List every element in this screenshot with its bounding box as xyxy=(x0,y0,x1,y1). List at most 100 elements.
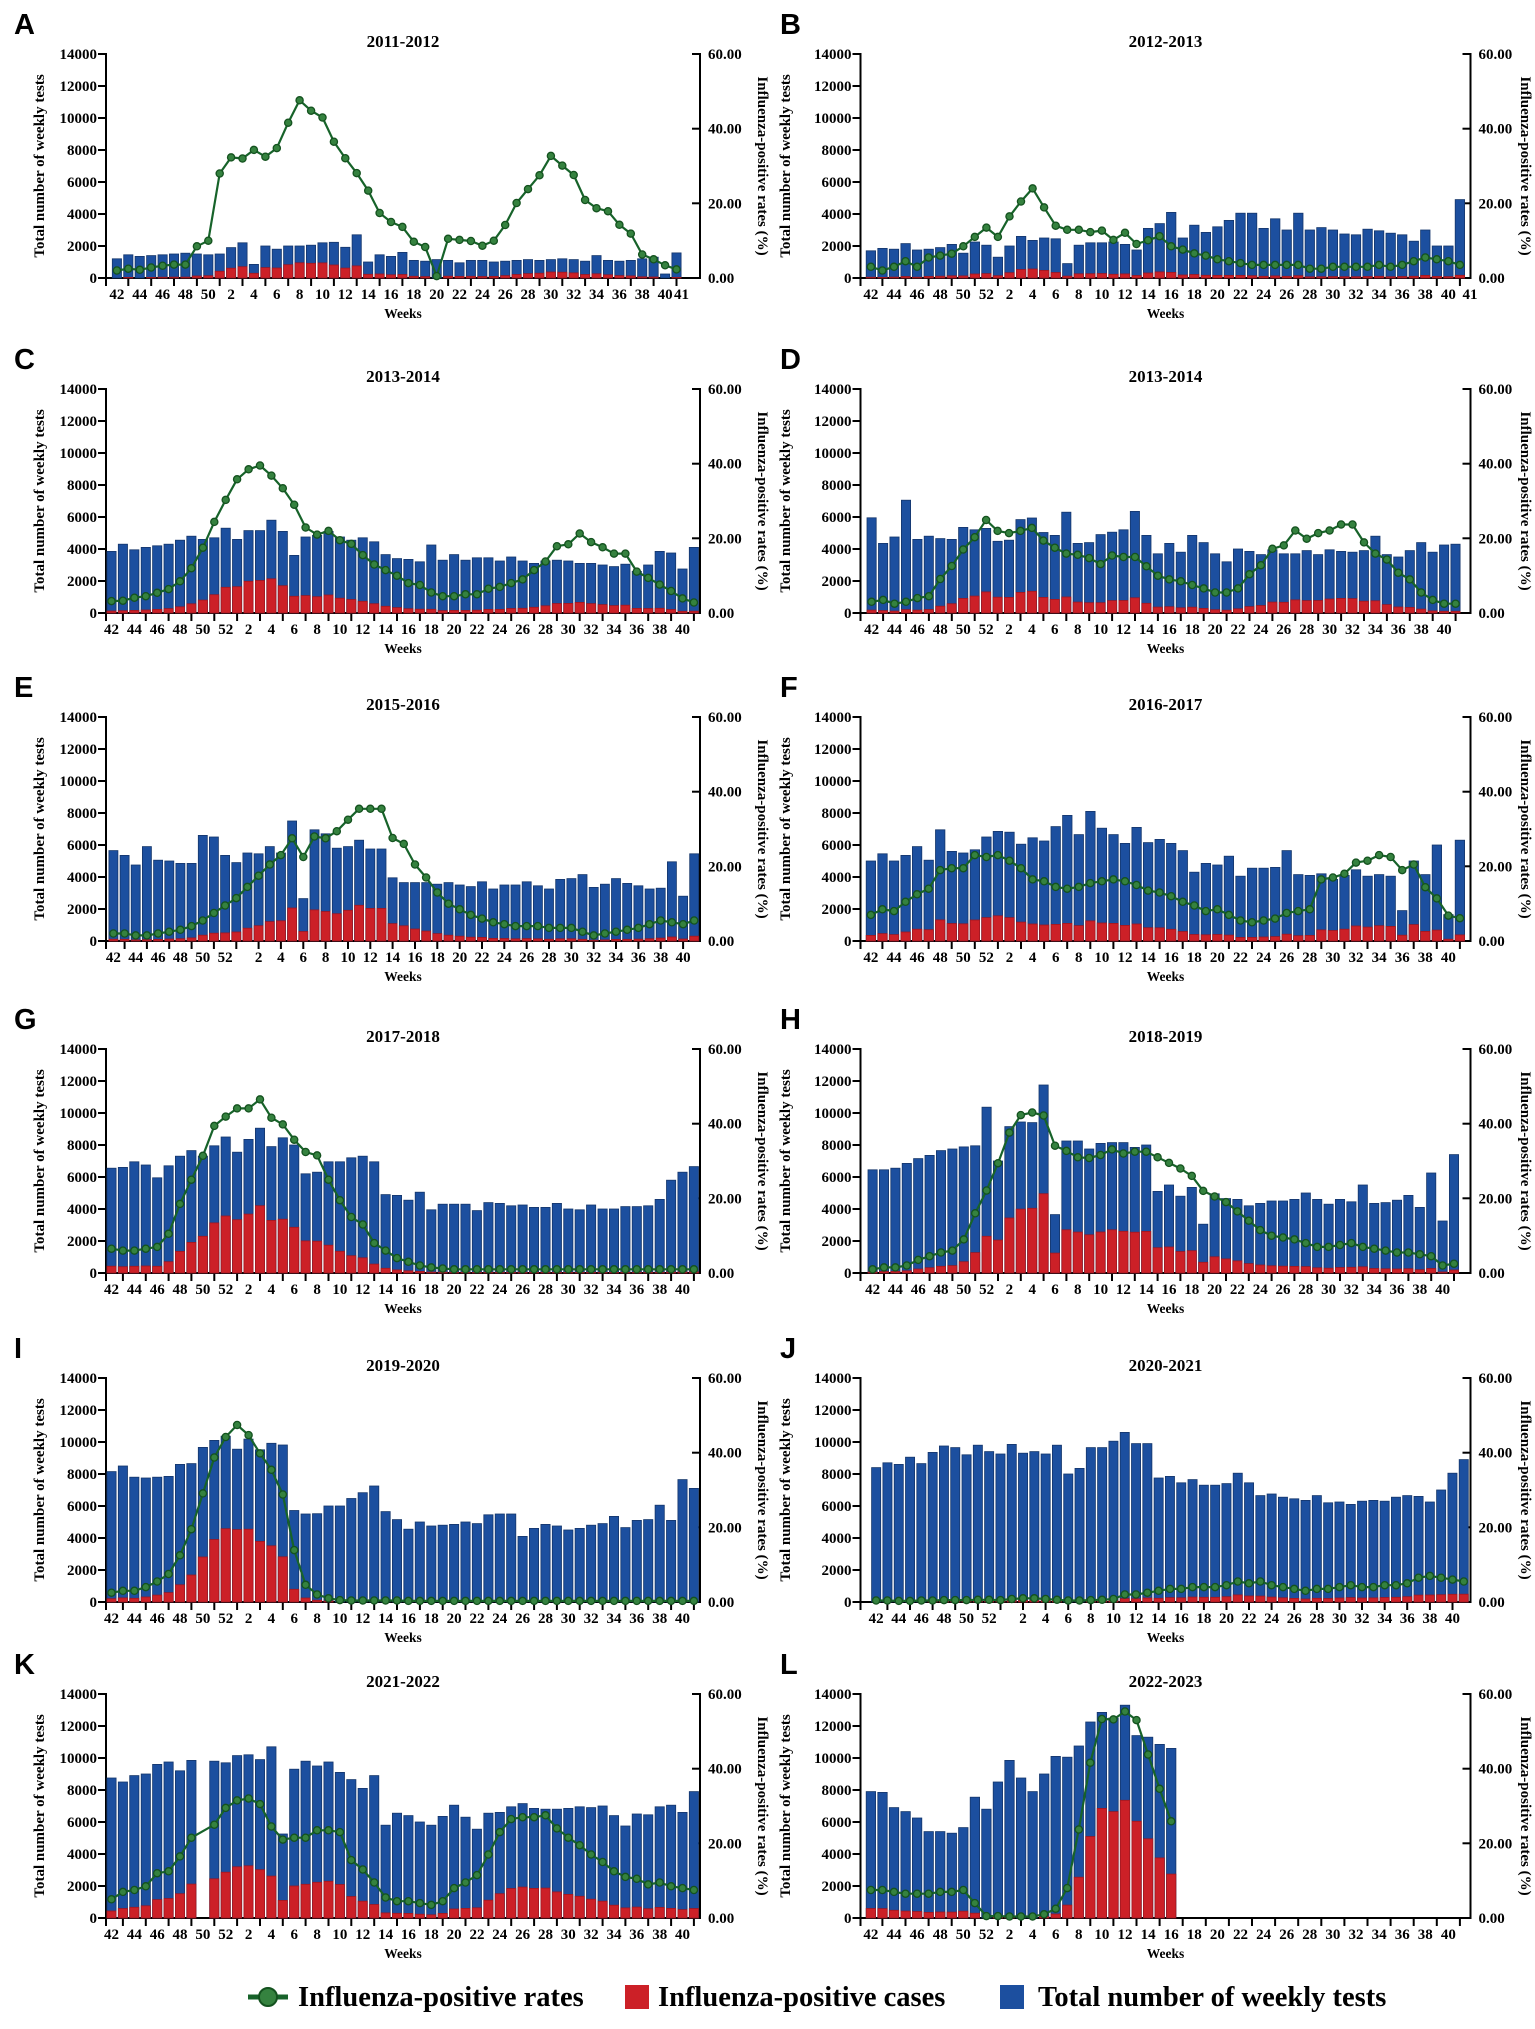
svg-text:2000: 2000 xyxy=(67,1563,97,1579)
svg-text:46: 46 xyxy=(150,1927,166,1943)
svg-text:22: 22 xyxy=(1230,1282,1245,1298)
svg-text:14: 14 xyxy=(1141,950,1157,966)
svg-text:12: 12 xyxy=(1116,1282,1131,1298)
svg-text:Weeks: Weeks xyxy=(1147,969,1185,984)
svg-text:2: 2 xyxy=(245,622,253,638)
svg-text:14: 14 xyxy=(1141,287,1157,303)
svg-text:10: 10 xyxy=(332,1611,347,1627)
svg-text:18: 18 xyxy=(424,622,439,638)
svg-text:44: 44 xyxy=(127,622,143,638)
svg-text:2012-2013: 2012-2013 xyxy=(1129,32,1203,51)
svg-text:0: 0 xyxy=(90,1595,98,1611)
svg-text:20: 20 xyxy=(447,622,462,638)
svg-text:14: 14 xyxy=(361,287,377,303)
svg-text:20.00: 20.00 xyxy=(1479,1836,1513,1852)
svg-text:2022-2023: 2022-2023 xyxy=(1129,1672,1203,1691)
svg-text:28: 28 xyxy=(538,1282,553,1298)
svg-text:20.00: 20.00 xyxy=(1479,1191,1513,1207)
svg-text:6000: 6000 xyxy=(67,175,97,191)
svg-text:60.00: 60.00 xyxy=(708,382,742,398)
svg-text:32: 32 xyxy=(1349,950,1364,966)
svg-text:12: 12 xyxy=(363,950,378,966)
svg-text:Weeks: Weeks xyxy=(384,641,422,656)
svg-text:52: 52 xyxy=(979,1927,994,1943)
svg-text:Influenza-positive rates (%): Influenza-positive rates (%) xyxy=(754,1071,770,1250)
svg-text:8000: 8000 xyxy=(822,143,852,159)
svg-text:0: 0 xyxy=(90,1266,98,1282)
svg-text:26: 26 xyxy=(515,1282,531,1298)
svg-text:Total number of weekly tests: Total number of weekly tests xyxy=(32,409,48,592)
svg-text:2013-2014: 2013-2014 xyxy=(1129,367,1203,386)
svg-text:6: 6 xyxy=(1051,622,1059,638)
svg-text:42: 42 xyxy=(104,1611,119,1627)
svg-text:K: K xyxy=(14,1649,35,1681)
svg-text:6000: 6000 xyxy=(822,838,852,854)
svg-text:38: 38 xyxy=(652,1927,667,1943)
svg-text:38: 38 xyxy=(652,1282,667,1298)
svg-text:14000: 14000 xyxy=(814,382,852,398)
svg-text:12: 12 xyxy=(355,622,370,638)
svg-text:12000: 12000 xyxy=(60,742,98,758)
svg-text:38: 38 xyxy=(652,1611,667,1627)
svg-text:B: B xyxy=(780,9,801,41)
svg-text:32: 32 xyxy=(1344,1282,1359,1298)
svg-text:40: 40 xyxy=(675,1282,690,1298)
svg-text:40: 40 xyxy=(675,1611,690,1627)
svg-text:12: 12 xyxy=(1116,622,1131,638)
svg-text:2: 2 xyxy=(245,1611,253,1627)
svg-text:Influenza-positive rates (%): Influenza-positive rates (%) xyxy=(754,411,770,590)
svg-text:4: 4 xyxy=(1028,1282,1036,1298)
svg-text:10: 10 xyxy=(315,287,330,303)
svg-text:2021-2022: 2021-2022 xyxy=(366,1672,440,1691)
svg-text:4: 4 xyxy=(268,622,276,638)
svg-text:22: 22 xyxy=(1242,1611,1257,1627)
svg-text:40.00: 40.00 xyxy=(1479,1446,1513,1462)
svg-text:Total number of weekly tests: Total number of weekly tests xyxy=(32,737,48,920)
svg-text:6000: 6000 xyxy=(822,1499,852,1515)
svg-text:2019-2020: 2019-2020 xyxy=(366,1356,440,1375)
svg-text:6: 6 xyxy=(290,1611,298,1627)
svg-text:2000: 2000 xyxy=(822,239,852,255)
svg-text:2000: 2000 xyxy=(822,1234,852,1250)
svg-text:40: 40 xyxy=(675,1927,690,1943)
svg-text:16: 16 xyxy=(384,287,400,303)
svg-text:10000: 10000 xyxy=(814,111,852,127)
svg-text:34: 34 xyxy=(607,1282,623,1298)
svg-text:6: 6 xyxy=(300,950,308,966)
svg-text:10: 10 xyxy=(1106,1611,1121,1627)
svg-text:24: 24 xyxy=(1253,622,1269,638)
svg-text:14000: 14000 xyxy=(814,1687,852,1703)
svg-text:41: 41 xyxy=(674,287,689,303)
svg-text:10: 10 xyxy=(332,622,347,638)
svg-text:26: 26 xyxy=(515,1927,531,1943)
svg-text:4: 4 xyxy=(250,287,258,303)
svg-text:34: 34 xyxy=(1372,287,1388,303)
svg-text:28: 28 xyxy=(1302,1927,1317,1943)
svg-text:2016-2017: 2016-2017 xyxy=(1129,695,1203,714)
svg-text:44: 44 xyxy=(127,1927,143,1943)
svg-text:40.00: 40.00 xyxy=(1479,1117,1513,1133)
svg-text:4: 4 xyxy=(1029,950,1037,966)
svg-text:46: 46 xyxy=(151,950,167,966)
svg-text:4000: 4000 xyxy=(822,1531,852,1547)
svg-text:44: 44 xyxy=(127,1611,143,1627)
svg-text:8000: 8000 xyxy=(822,806,852,822)
svg-text:20.00: 20.00 xyxy=(708,531,742,547)
svg-text:12000: 12000 xyxy=(814,1074,852,1090)
svg-text:60.00: 60.00 xyxy=(708,1687,742,1703)
svg-text:60.00: 60.00 xyxy=(1479,1687,1513,1703)
svg-text:40.00: 40.00 xyxy=(708,1117,742,1133)
svg-text:20: 20 xyxy=(429,287,444,303)
svg-text:20: 20 xyxy=(1208,622,1223,638)
svg-text:30: 30 xyxy=(561,1282,576,1298)
svg-text:30: 30 xyxy=(1322,622,1337,638)
svg-text:22: 22 xyxy=(475,950,490,966)
svg-text:16: 16 xyxy=(401,1611,417,1627)
svg-text:44: 44 xyxy=(887,950,903,966)
svg-text:42: 42 xyxy=(104,1927,119,1943)
svg-text:10000: 10000 xyxy=(60,111,98,127)
svg-text:Influenza-positive rates (%): Influenza-positive rates (%) xyxy=(1517,1716,1533,1895)
svg-text:36: 36 xyxy=(631,950,647,966)
svg-text:20: 20 xyxy=(1207,1282,1222,1298)
svg-text:20.00: 20.00 xyxy=(1479,531,1513,547)
